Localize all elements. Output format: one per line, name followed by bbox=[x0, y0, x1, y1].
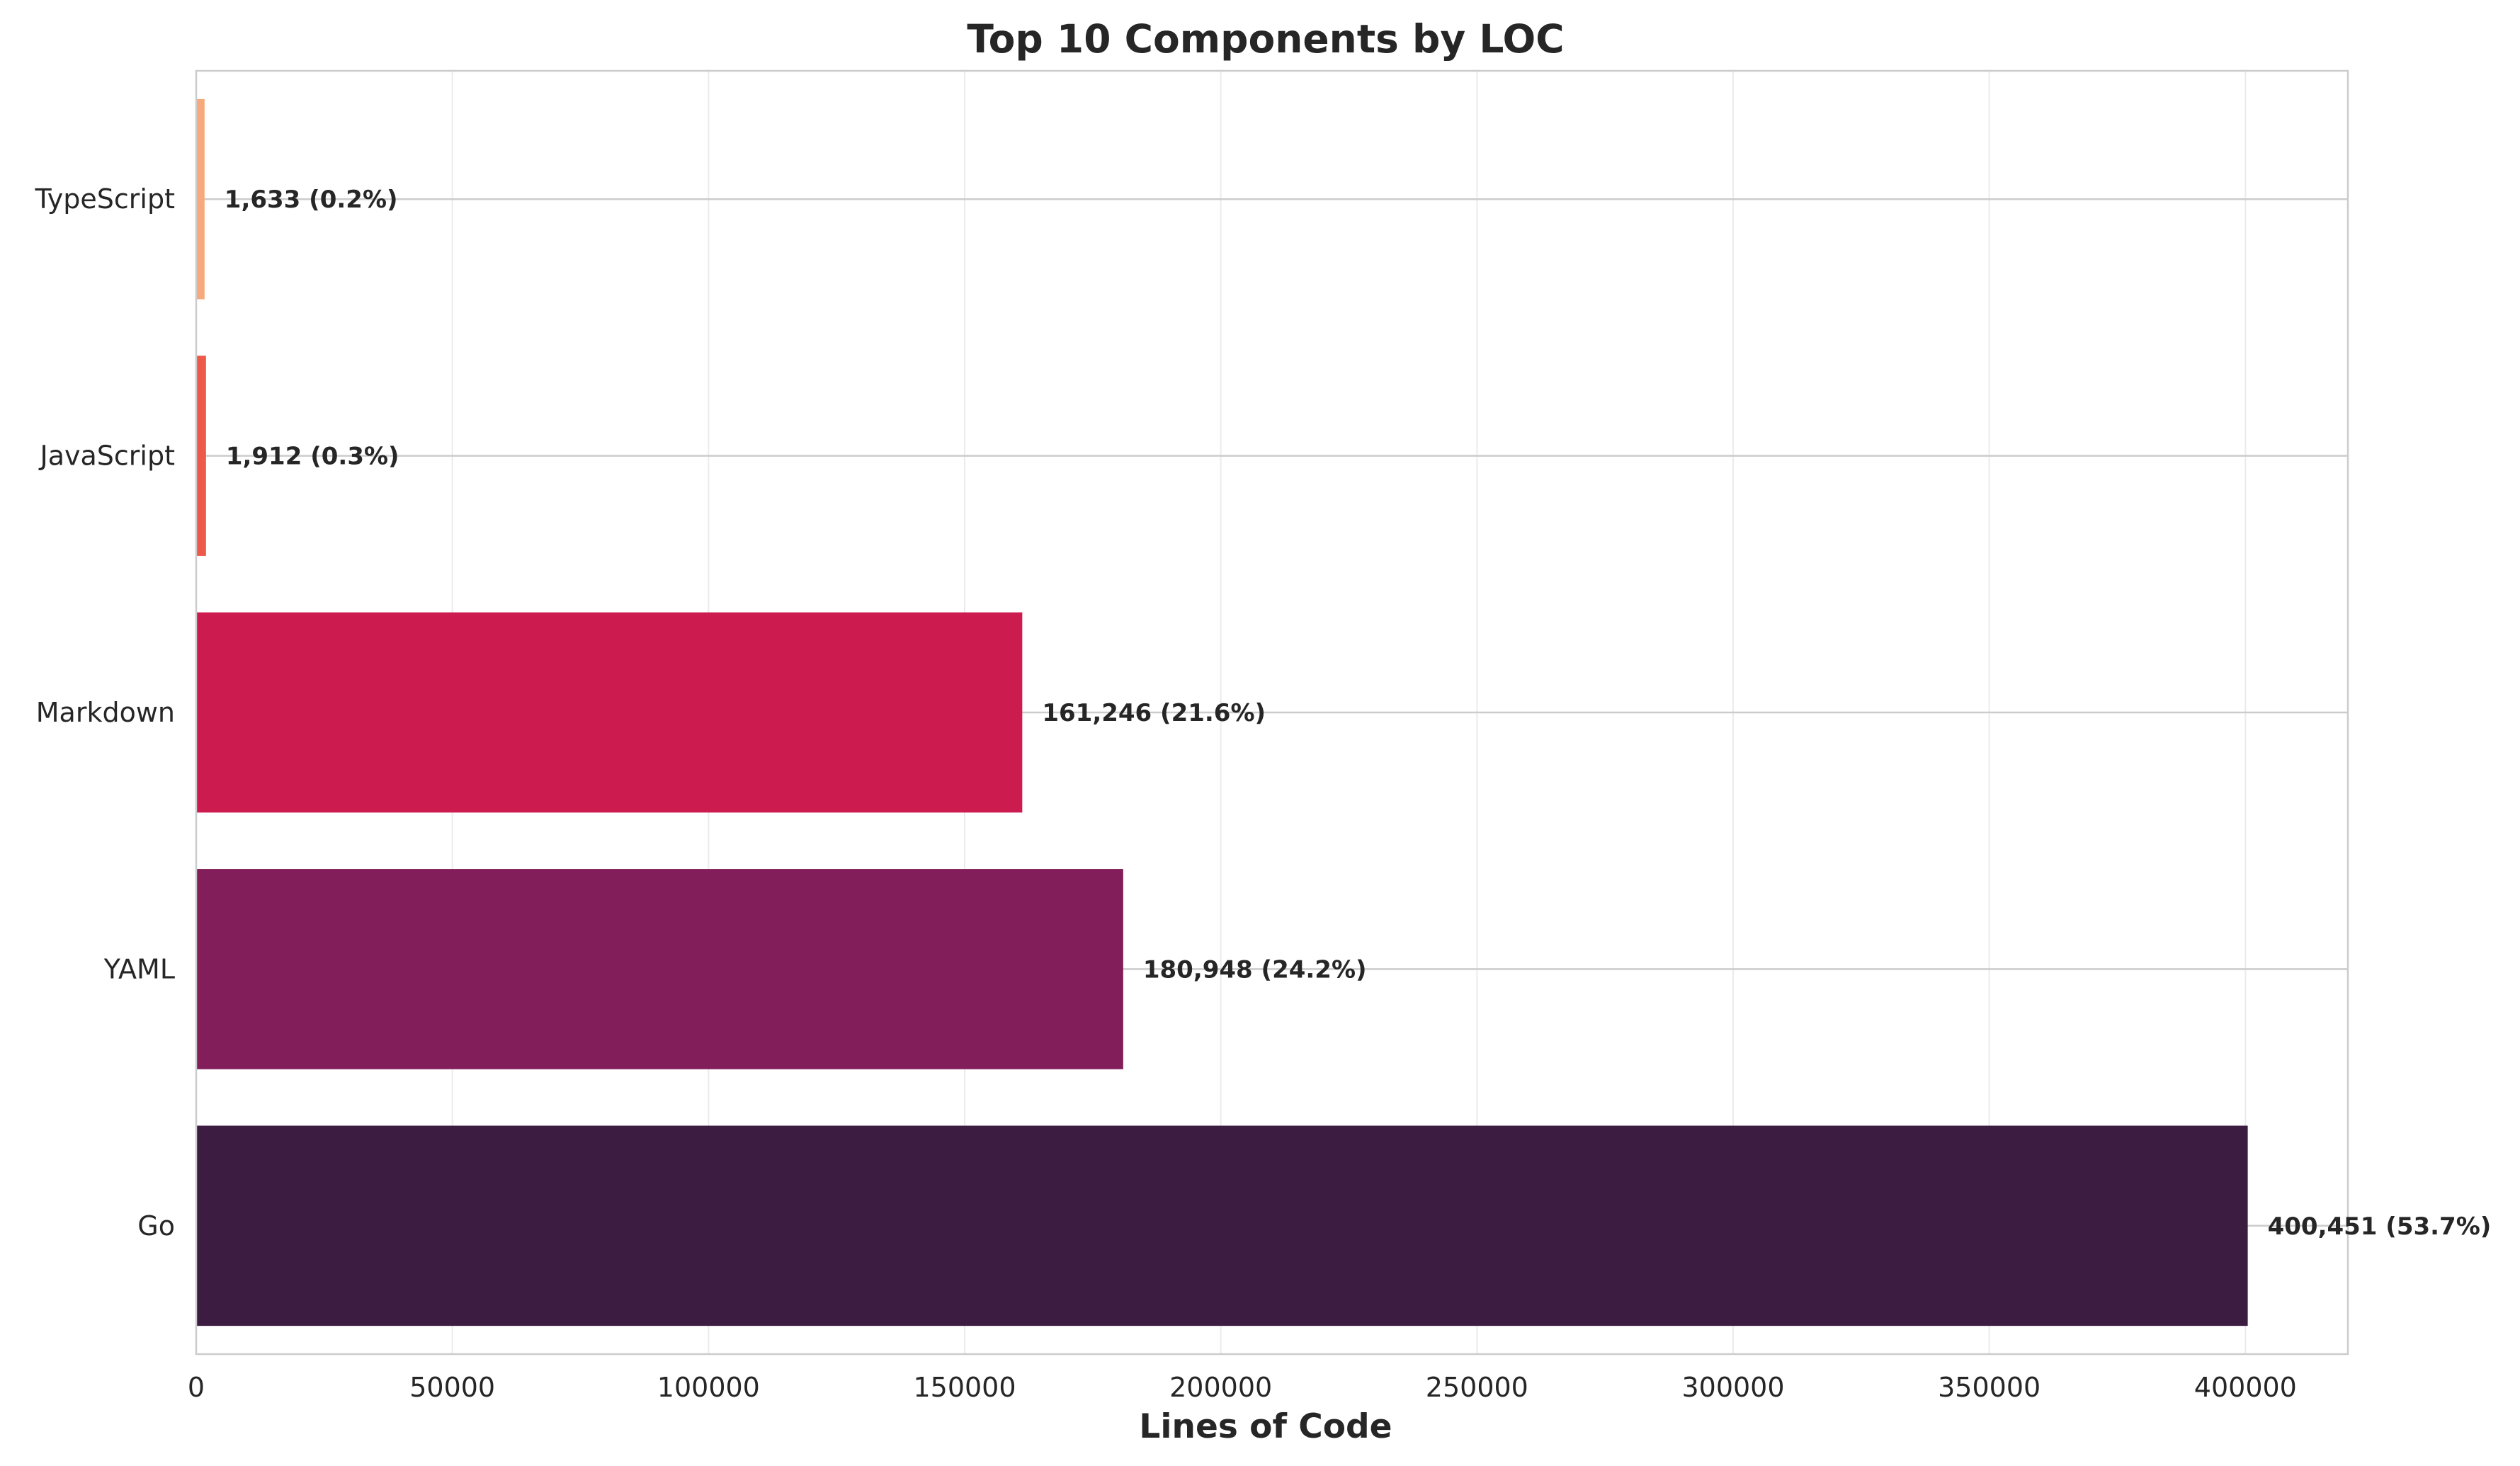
chart-title: Top 10 Components by LOC bbox=[967, 16, 1564, 62]
x-tick-label: 150000 bbox=[913, 1372, 1016, 1403]
data-labels: 400,451 (53.7%) 180,948 (24.2%) 161,246 (2… bbox=[225, 186, 2492, 1241]
bar-yaml bbox=[196, 869, 1123, 1069]
y-tick-label: TypeScript bbox=[35, 183, 176, 215]
x-tick-label: 400000 bbox=[2194, 1372, 2297, 1403]
x-tick-label: 0 bbox=[188, 1372, 205, 1403]
y-tick-label: Go bbox=[137, 1210, 175, 1241]
y-tick-label: YAML bbox=[103, 953, 175, 984]
bar-go bbox=[196, 1125, 2248, 1326]
bar-javascript bbox=[196, 356, 206, 556]
data-label: 161,246 (21.6%) bbox=[1042, 699, 1266, 727]
y-tick-label: Markdown bbox=[36, 697, 175, 728]
x-tick-label: 350000 bbox=[1938, 1372, 2041, 1403]
x-tick-label: 100000 bbox=[657, 1372, 760, 1403]
bar-typescript bbox=[196, 98, 205, 300]
data-label: 180,948 (24.2%) bbox=[1143, 955, 1367, 984]
x-tick-label: 250000 bbox=[1426, 1372, 1528, 1403]
x-tick-label: 300000 bbox=[1681, 1372, 1784, 1403]
data-label: 1,912 (0.3%) bbox=[226, 443, 399, 471]
tick-labels: 0 50000 100000 150000 200000 250000 300000 3500… bbox=[35, 183, 2297, 1403]
bars bbox=[196, 98, 2248, 1326]
x-axis-title: Lines of Code bbox=[1139, 1407, 1392, 1446]
y-tick-label: JavaScript bbox=[39, 441, 175, 472]
data-label: 1,633 (0.2%) bbox=[225, 186, 398, 214]
bar-markdown bbox=[196, 612, 1023, 813]
x-tick-label: 200000 bbox=[1169, 1372, 1272, 1403]
data-label: 400,451 (53.7%) bbox=[2268, 1212, 2492, 1241]
x-tick-label: 50000 bbox=[409, 1372, 495, 1403]
plot-frame bbox=[195, 69, 2349, 1356]
